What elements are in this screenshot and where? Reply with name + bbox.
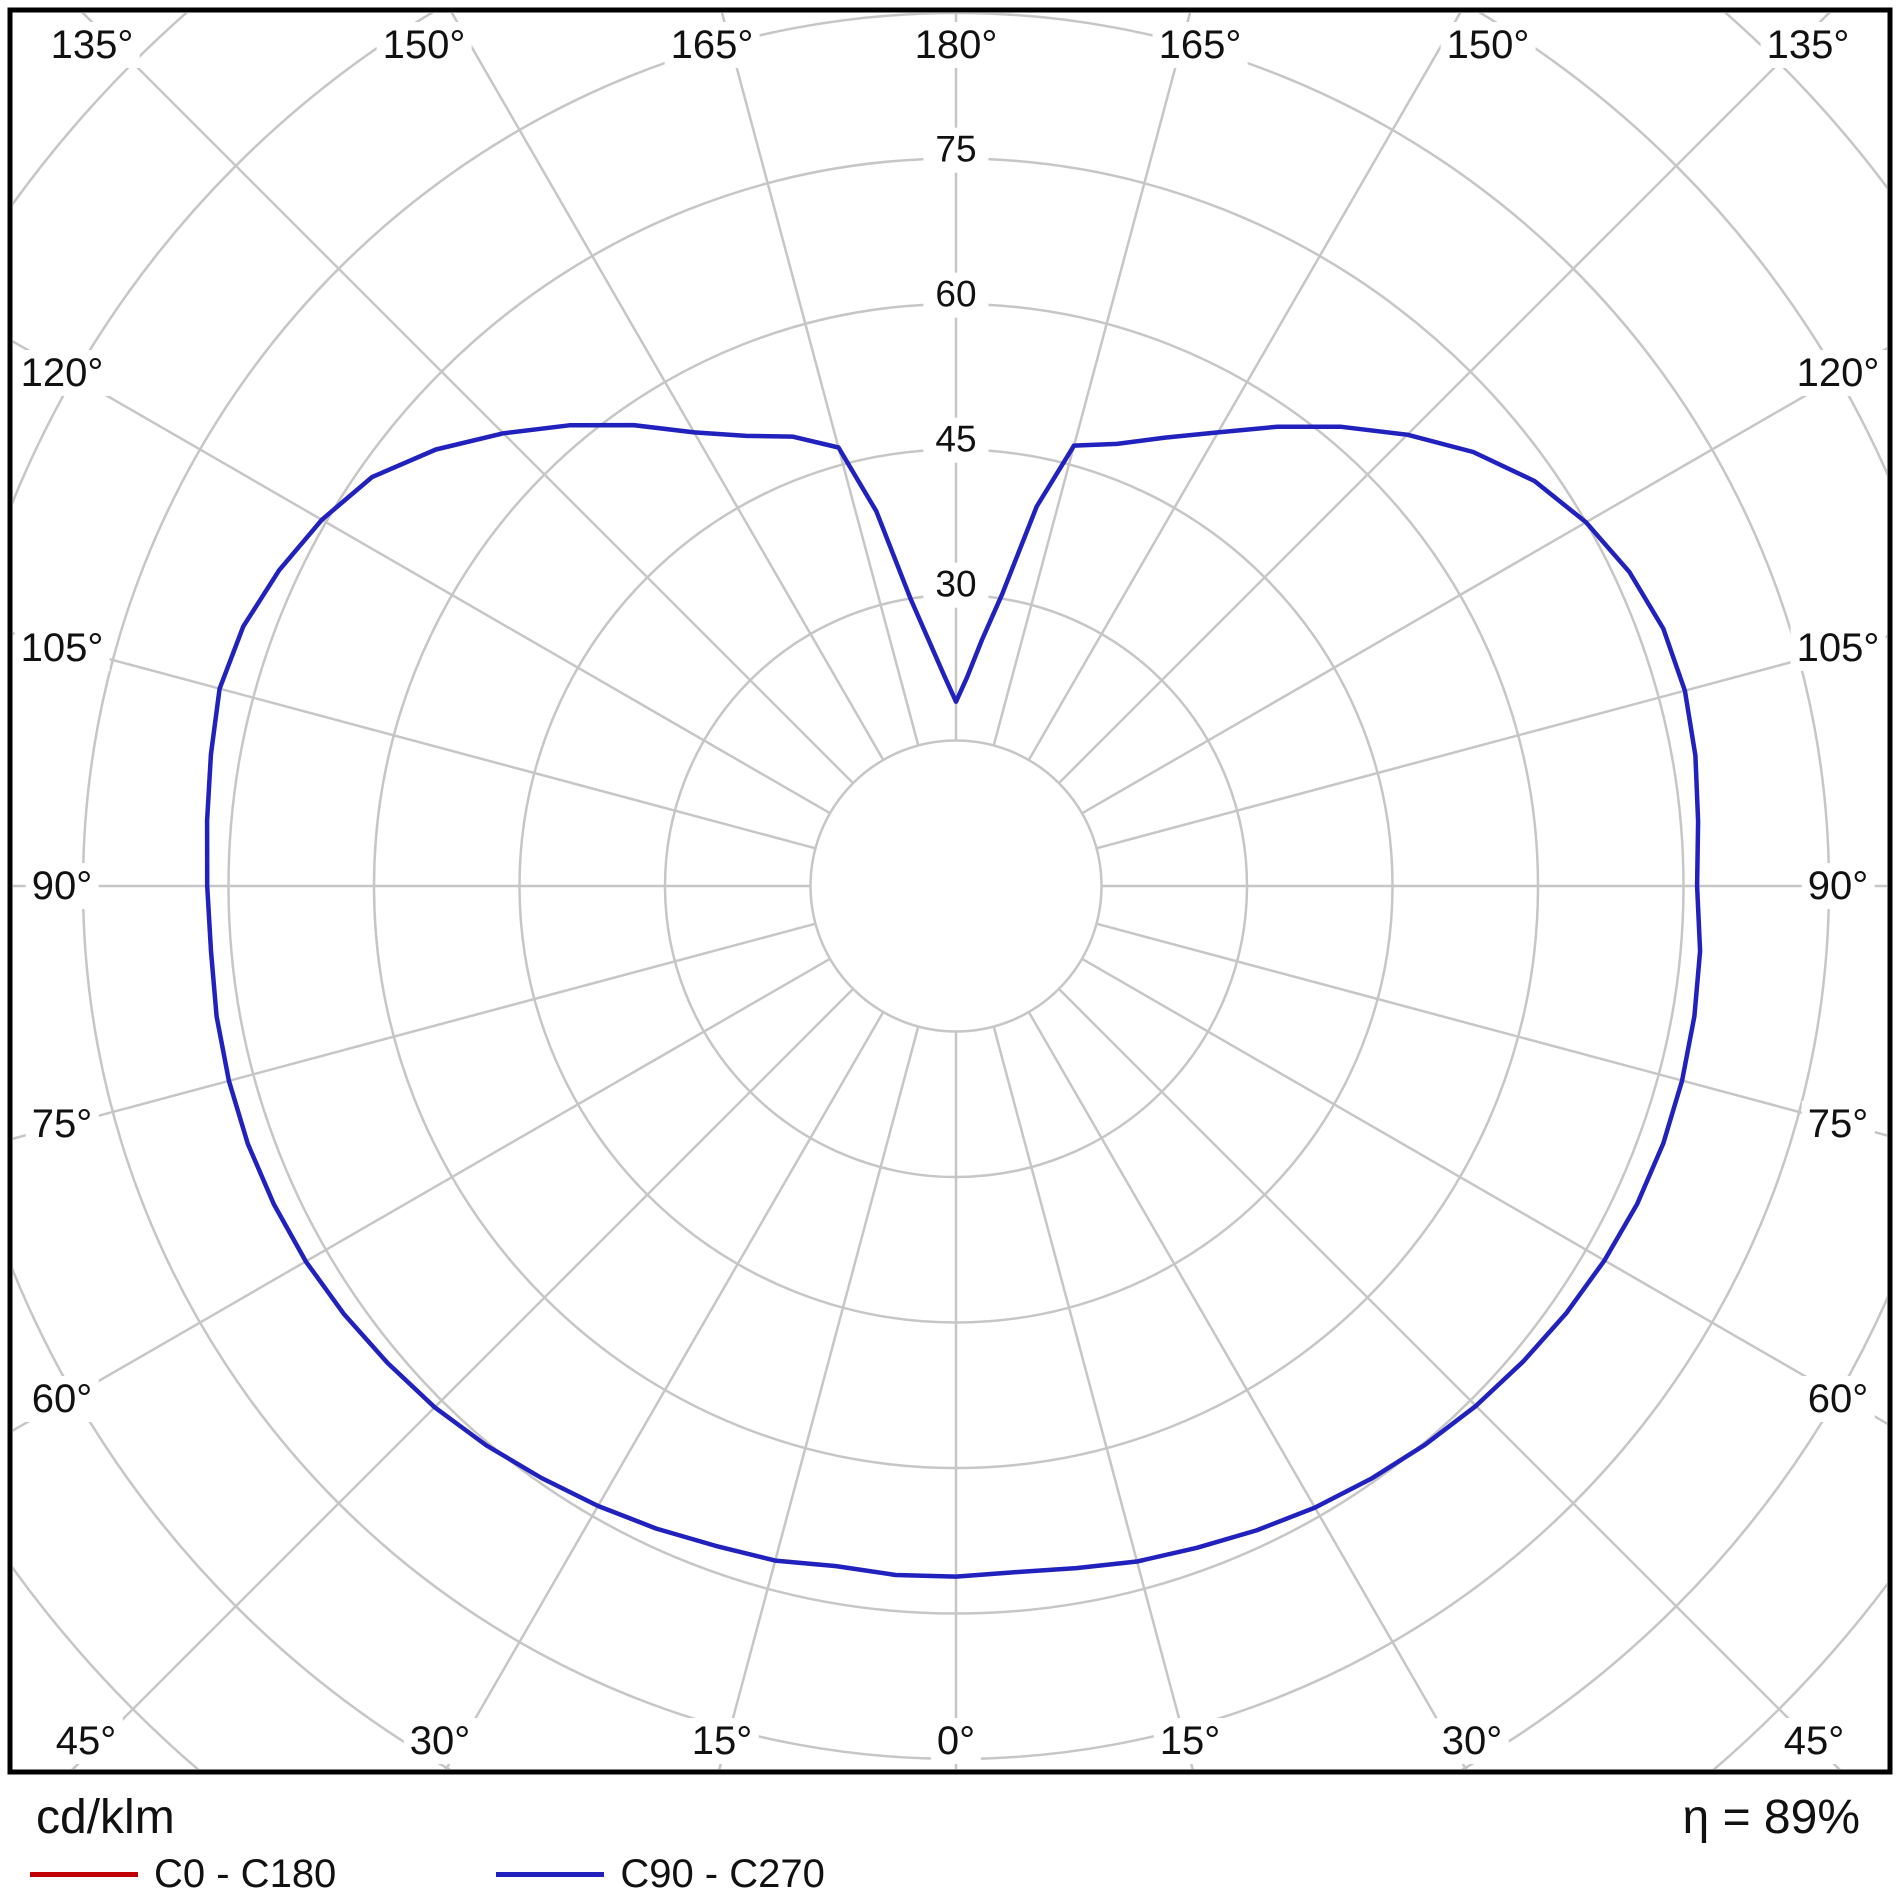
angle-label-bottom-5: 15° [1153,1718,1227,1764]
legend-line-c90-c270 [496,1872,605,1877]
angle-label-top-1: 135° [44,22,140,68]
angle-label-right-5: 60° [1801,1376,1875,1422]
angle-label-left-4: 75° [25,1101,99,1147]
angle-label-left-2: 105° [14,625,110,671]
angle-label-right-2: 105° [1790,625,1886,671]
angle-label-left-1: 120° [14,350,110,396]
angle-label-bottom-4: 0° [930,1718,982,1764]
angle-label-bottom-1: 45° [49,1718,123,1764]
efficiency-label: η = 89% [1682,1791,1860,1844]
intensity-curves [204,422,1703,1579]
angle-label-top-2: 150° [376,22,472,68]
angle-label-top-6: 150° [1440,22,1536,68]
plot-border [7,7,1893,1775]
angle-label-bottom-7: 45° [1777,1718,1851,1764]
angle-label-bottom-2: 30° [403,1718,477,1764]
angle-label-bottom-3: 15° [685,1718,759,1764]
legend-label-c90-c270: C90 - C270 [620,1852,825,1896]
legend-label-c0-c180: C0 - C180 [154,1852,337,1896]
angle-label-top-5: 165° [1152,22,1248,68]
legend-line-c0-c180 [30,1872,138,1877]
legend: C0 - C180 C90 - C270 [30,1852,825,1897]
angle-label-right-4: 75° [1801,1101,1875,1147]
radial-tick-label-60: 60 [923,272,989,318]
radial-tick-label-45: 45 [923,417,989,463]
unit-label: cd/klm [36,1791,175,1844]
radial-tick-label-75: 75 [923,127,989,173]
angle-label-top-7: 135° [1760,22,1856,68]
angle-label-left-3: 90° [25,863,99,909]
radial-tick-label-30: 30 [923,562,989,608]
angle-label-right-3: 90° [1801,863,1875,909]
angle-label-top-4: 180° [908,22,1004,68]
angle-label-right-1: 120° [1790,350,1886,396]
angle-label-bottom-6: 30° [1435,1718,1509,1764]
angle-label-top-3: 165° [664,22,760,68]
angle-label-left-5: 60° [25,1376,99,1422]
